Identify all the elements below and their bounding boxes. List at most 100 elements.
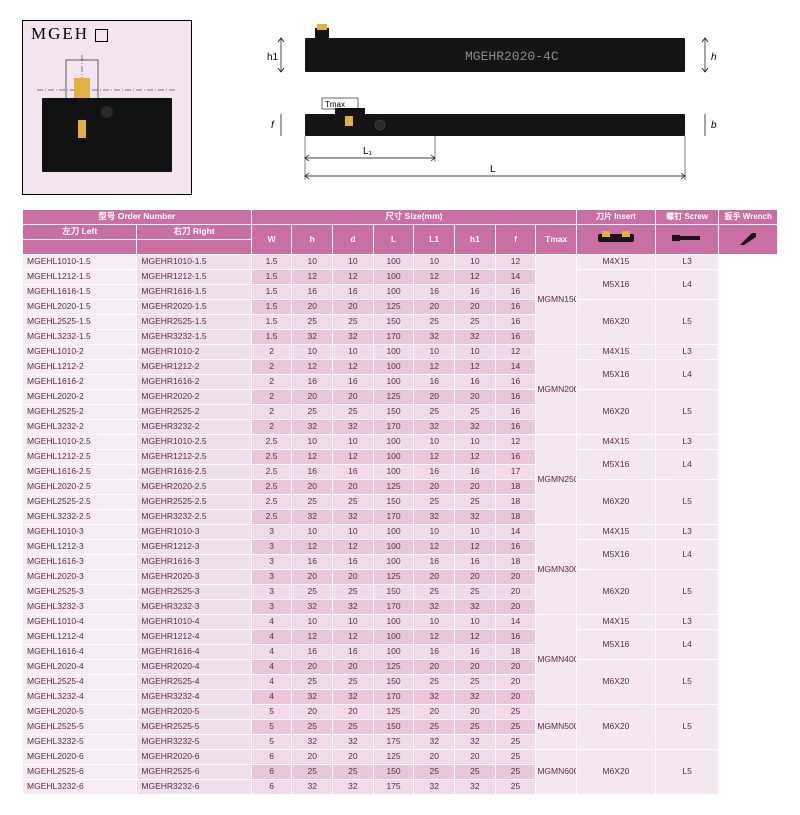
cell-dim: 20	[414, 660, 455, 675]
cell-right: MGEHR2020-6	[137, 750, 251, 765]
cell-wrench: L5	[655, 480, 719, 525]
cell-dim: 150	[373, 765, 414, 780]
cell-dim: 170	[373, 330, 414, 345]
cell-dim: 10	[292, 345, 333, 360]
cell-dim: 16	[455, 465, 496, 480]
cell-dim: 12	[292, 450, 333, 465]
hdr-left: 左刀 Left	[23, 225, 137, 240]
cell-left: MGEHL3232-3	[23, 600, 137, 615]
cell-dim: 12	[495, 345, 536, 360]
cell-dim: 16	[495, 450, 536, 465]
hdr-h1: h1	[455, 225, 496, 255]
cell-dim: 25	[455, 720, 496, 735]
cell-wrench: L5	[655, 390, 719, 435]
cell-wrench: L4	[655, 630, 719, 660]
cell-right: MGEHR1010-1.5	[137, 255, 251, 270]
cell-dim: 32	[414, 690, 455, 705]
cell-dim: 16	[292, 555, 333, 570]
cell-wrench: L3	[655, 255, 719, 270]
table-row: MGEHL1010-2MGEHR1010-221010100101012MGMN…	[23, 345, 778, 360]
table-row: MGEHL2020-5MGEHR2020-552020125202025MGMN…	[23, 705, 778, 720]
cell-left: MGEHL2525-3	[23, 585, 137, 600]
cell-dim: 25	[333, 495, 374, 510]
cell-right: MGEHR2020-1.5	[137, 300, 251, 315]
cell-screw: M5X16	[577, 360, 656, 390]
cell-dim: 100	[373, 540, 414, 555]
table-row: MGEHL2020-1.5MGEHR2020-1.51.520201252020…	[23, 300, 778, 315]
hdr-d: d	[333, 225, 374, 255]
cell-dim: 1.5	[251, 285, 292, 300]
cell-dim: 25	[333, 405, 374, 420]
cell-dim: 32	[455, 690, 496, 705]
hdr-left-blank	[23, 240, 137, 255]
cell-right: MGEHR2525-4	[137, 675, 251, 690]
cell-right: MGEHR2525-2	[137, 405, 251, 420]
cell-right: MGEHR2020-5	[137, 705, 251, 720]
cell-dim: 10	[414, 615, 455, 630]
cell-dim: 125	[373, 300, 414, 315]
cell-dim: 32	[414, 600, 455, 615]
table-row: MGEHL2020-6MGEHR2020-662020125202025MGMN…	[23, 750, 778, 765]
cell-dim: 18	[495, 555, 536, 570]
cell-dim: 32	[333, 510, 374, 525]
cell-dim: 16	[455, 375, 496, 390]
cell-dim: 16	[414, 645, 455, 660]
cell-dim: 10	[455, 435, 496, 450]
cell-dim: 20	[292, 660, 333, 675]
cell-dim: 20	[414, 750, 455, 765]
cell-right: MGEHR3232-2.5	[137, 510, 251, 525]
cell-dim: 16	[455, 645, 496, 660]
cell-dim: 16	[495, 375, 536, 390]
cell-dim: 25	[414, 585, 455, 600]
cell-dim: 25	[292, 405, 333, 420]
cell-left: MGEHL2525-6	[23, 765, 137, 780]
cell-dim: 1.5	[251, 330, 292, 345]
cell-right: MGEHR2020-2	[137, 390, 251, 405]
cell-left: MGEHL2525-2.5	[23, 495, 137, 510]
cell-dim: 100	[373, 450, 414, 465]
cell-dim: 25	[495, 735, 536, 750]
cell-screw: M6X20	[577, 300, 656, 345]
cell-dim: 10	[455, 255, 496, 270]
cell-wrench: L4	[655, 270, 719, 300]
cell-left: MGEHL2020-2.5	[23, 480, 137, 495]
cell-left: MGEHL2020-4	[23, 660, 137, 675]
hdr-f: f	[495, 225, 536, 255]
cell-dim: 25	[292, 585, 333, 600]
cell-dim: 20	[495, 585, 536, 600]
cell-left: MGEHL3232-1.5	[23, 330, 137, 345]
model-schematic	[32, 50, 182, 180]
cell-dim: 4	[251, 630, 292, 645]
cell-dim: 10	[414, 345, 455, 360]
cell-dim: 18	[495, 645, 536, 660]
cell-dim: 10	[292, 435, 333, 450]
cell-dim: 20	[414, 300, 455, 315]
cell-dim: 20	[455, 750, 496, 765]
cell-right: MGEHR2020-2.5	[137, 480, 251, 495]
cell-dim: 12	[495, 435, 536, 450]
model-square-icon	[95, 29, 108, 42]
cell-dim: 20	[495, 690, 536, 705]
cell-dim: 100	[373, 270, 414, 285]
cell-right: MGEHR1010-4	[137, 615, 251, 630]
svg-text:f: f	[271, 120, 275, 131]
cell-dim: 10	[333, 345, 374, 360]
cell-left: MGEHL3232-4	[23, 690, 137, 705]
cell-left: MGEHL2020-1.5	[23, 300, 137, 315]
cell-dim: 2	[251, 375, 292, 390]
cell-dim: 3	[251, 570, 292, 585]
cell-screw: M4X15	[577, 345, 656, 360]
cell-dim: 20	[455, 570, 496, 585]
cell-dim: 16	[495, 300, 536, 315]
cell-dim: 12	[414, 360, 455, 375]
cell-left: MGEHL1616-3	[23, 555, 137, 570]
cell-dim: 25	[292, 675, 333, 690]
cell-dim: 2.5	[251, 465, 292, 480]
cell-dim: 25	[333, 720, 374, 735]
cell-right: MGEHR3232-6	[137, 780, 251, 795]
cell-dim: 16	[333, 645, 374, 660]
cell-dim: 5	[251, 705, 292, 720]
cell-left: MGEHL2020-5	[23, 705, 137, 720]
svg-text:b: b	[711, 120, 717, 131]
cell-dim: 2.5	[251, 450, 292, 465]
